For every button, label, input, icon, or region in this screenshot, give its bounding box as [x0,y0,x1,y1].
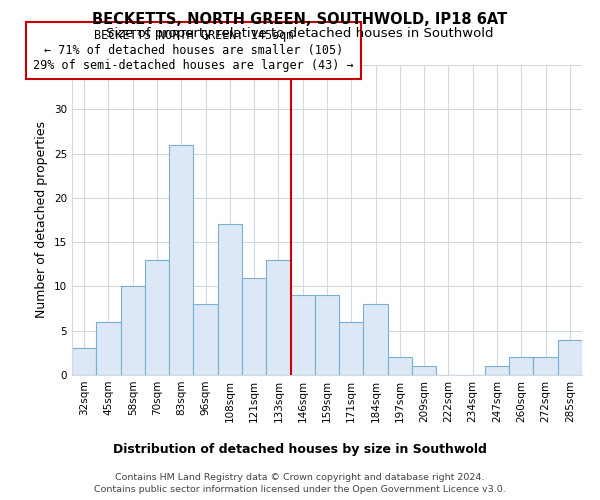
Bar [533,358,558,375]
Bar [218,224,242,375]
Bar [388,358,412,375]
Bar [169,144,193,375]
Bar [412,366,436,375]
Bar [485,366,509,375]
Text: Distribution of detached houses by size in Southwold: Distribution of detached houses by size … [113,442,487,456]
Text: BECKETTS NORTH GREEN: 145sqm
← 71% of detached houses are smaller (105)
29% of s: BECKETTS NORTH GREEN: 145sqm ← 71% of de… [33,29,354,72]
Bar [558,340,582,375]
Text: BECKETTS, NORTH GREEN, SOUTHWOLD, IP18 6AT: BECKETTS, NORTH GREEN, SOUTHWOLD, IP18 6… [92,12,508,28]
Bar [290,296,315,375]
Bar [121,286,145,375]
Text: Contains public sector information licensed under the Open Government Licence v3: Contains public sector information licen… [94,485,506,494]
Text: Size of property relative to detached houses in Southwold: Size of property relative to detached ho… [106,28,494,40]
Bar [72,348,96,375]
Bar [193,304,218,375]
Bar [266,260,290,375]
Bar [96,322,121,375]
Bar [145,260,169,375]
Bar [364,304,388,375]
Bar [509,358,533,375]
Y-axis label: Number of detached properties: Number of detached properties [35,122,49,318]
Bar [339,322,364,375]
Bar [315,296,339,375]
Bar [242,278,266,375]
Text: Contains HM Land Registry data © Crown copyright and database right 2024.: Contains HM Land Registry data © Crown c… [115,472,485,482]
